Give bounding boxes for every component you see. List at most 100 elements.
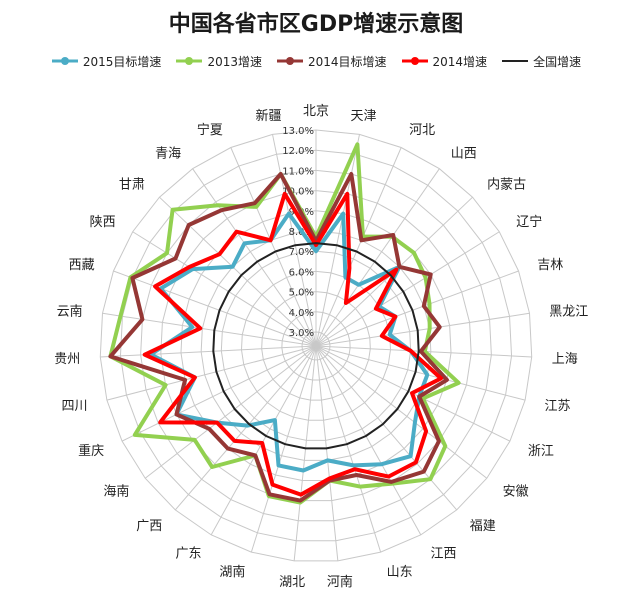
grid-ring: [261, 291, 371, 401]
grid-spoke: [293, 345, 317, 561]
grid-spoke: [144, 345, 317, 479]
grid-ring: [180, 210, 452, 482]
grid-ring: [220, 250, 412, 441]
category-label: 河北: [409, 123, 435, 138]
grid-ring: [140, 169, 492, 522]
grid-spoke: [210, 345, 317, 536]
category-label: 云南: [57, 303, 83, 319]
legend-label: 全国增速: [533, 54, 582, 69]
grid-spoke: [100, 345, 317, 358]
grid-spoke: [106, 345, 317, 401]
category-label: 山东: [387, 565, 413, 580]
radar-grid: [99, 129, 533, 562]
grid-spoke: [315, 231, 500, 347]
category-label: 宁夏: [197, 122, 223, 138]
tick-label: 7.0%: [289, 247, 314, 258]
category-label: 辽宁: [516, 214, 542, 230]
category-label: 青海: [155, 146, 181, 161]
category-label: 新疆: [255, 108, 281, 124]
grid-spoke: [272, 134, 317, 347]
grid-spoke: [315, 345, 488, 479]
grid-spoke: [250, 345, 317, 553]
grid-spoke: [315, 134, 360, 347]
grid-ring: [200, 230, 432, 461]
category-label: 海南: [103, 484, 129, 500]
grid-spoke: [315, 168, 440, 347]
category-label: 山西: [451, 146, 477, 161]
category-label: 上海: [552, 352, 578, 367]
tick-label: 11.0%: [282, 166, 314, 177]
tick-label: 3.0%: [289, 328, 314, 339]
legend-swatch: [502, 60, 529, 62]
legend-label: 2014目标增速: [307, 54, 387, 69]
category-label: 甘肃: [119, 177, 145, 192]
category-label: 北京: [303, 104, 329, 119]
legend-label: 2013增速: [207, 54, 262, 69]
grid-spoke: [159, 196, 317, 347]
tick-label: 5.0%: [289, 288, 314, 299]
legend-item: 2014目标增速: [276, 50, 387, 72]
category-label: 江西: [431, 546, 457, 561]
series-line: [108, 172, 449, 503]
tick-label: 10.0%: [282, 187, 314, 198]
grid-spoke: [315, 345, 526, 401]
grid-spoke: [102, 312, 317, 347]
grid-spoke: [315, 312, 530, 347]
grid-ring: [281, 311, 351, 381]
category-label: 湖南: [219, 564, 245, 580]
grid-spoke: [192, 168, 317, 347]
category-label: 广东: [175, 546, 201, 561]
grid-spoke: [315, 270, 519, 347]
series-line: [212, 242, 420, 450]
grid-spoke: [315, 345, 339, 561]
grid-spoke: [315, 345, 422, 536]
category-label: 四川: [61, 399, 87, 414]
legend-item: 全国增速: [501, 50, 581, 72]
category-label: 西藏: [69, 258, 95, 273]
legend-label: 2014增速: [432, 54, 488, 69]
legend-label: 2015目标增速: [82, 54, 162, 69]
legend-swatch: [401, 57, 428, 65]
category-label: 浙江: [528, 444, 554, 459]
grid-spoke: [230, 147, 317, 347]
grid-spoke: [113, 270, 317, 347]
category-label: 贵州: [54, 352, 80, 367]
grid-ring: [160, 190, 472, 502]
legend-swatch: [276, 57, 303, 65]
grid-spoke: [315, 345, 382, 553]
grid-spoke: [315, 345, 458, 511]
tick-label: 12.0%: [282, 146, 314, 157]
grid-ring: [119, 149, 513, 542]
legend-item: 2015目标增速: [51, 50, 162, 72]
series-line: [142, 191, 443, 497]
chart-title: 中国各省市区GDP增速示意图: [168, 12, 464, 37]
category-label: 江苏: [545, 398, 571, 414]
category-label: 重庆: [78, 443, 104, 459]
legend-item: 2014增速: [401, 50, 488, 72]
category-label: 湖北: [279, 575, 305, 590]
tick-label: 13.0%: [282, 126, 314, 137]
category-label: 广西: [136, 519, 162, 534]
category-label: 安徽: [503, 485, 529, 500]
category-label: 河南: [327, 574, 353, 590]
grid-ring: [99, 129, 533, 562]
grid-spoke: [132, 231, 317, 347]
category-label: 内蒙古: [487, 176, 526, 192]
legend: 2015目标增速 2013增速 2014目标增速 2014增速 全国增速: [0, 50, 632, 72]
category-label: 黑龙江: [549, 304, 588, 319]
category-label: 吉林: [537, 258, 563, 273]
legend-item: 2013增速: [175, 50, 262, 72]
grid-spoke: [121, 345, 317, 442]
legend-swatch: [51, 57, 78, 65]
grid-spoke: [315, 147, 402, 347]
series-lines: [108, 142, 461, 505]
series-line: [148, 211, 430, 473]
legend-swatch: [176, 57, 203, 65]
tick-label: 4.0%: [289, 308, 314, 319]
category-label: 福建: [470, 519, 496, 534]
category-label: 天津: [350, 109, 376, 124]
grid-spoke: [174, 345, 317, 511]
category-label: 陕西: [90, 215, 116, 230]
